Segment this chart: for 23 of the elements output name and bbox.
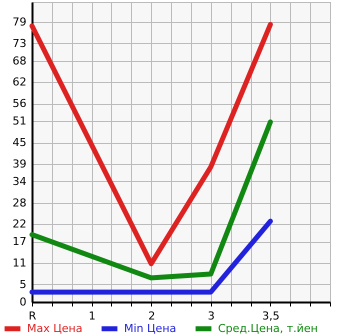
y-tick-label: 28 [12,196,26,210]
legend-label: Сред.Цена, т.йен [218,322,318,335]
y-tick-label: 79 [12,15,26,28]
legend-label: Max Цена [27,322,82,335]
y-tick-label: 73 [12,36,26,50]
x-tick-label: 2 [148,310,156,322]
y-tick-label: 17 [12,235,26,248]
y-tick-label: 45 [12,136,26,149]
y-tick-label: 22 [12,218,26,231]
y-tick-label: 56 [12,97,26,110]
y-tick-label: 39 [12,157,26,170]
x-tick-label: R [28,310,37,322]
y-tick-label: 5 [20,278,26,291]
x-tick-label: 1 [88,310,96,322]
x-tick-label: 3,5 [262,310,280,322]
legend-label: Min Цена [124,322,176,335]
y-tick-label: 34 [12,174,26,188]
y-tick-label: 0 [20,296,26,308]
y-tick-label: 68 [12,54,26,68]
y-tick-label: 51 [12,114,26,128]
x-tick-label: 3 [208,310,215,322]
y-tick-label: 11 [12,256,26,270]
y-tick-label: 62 [12,76,26,89]
